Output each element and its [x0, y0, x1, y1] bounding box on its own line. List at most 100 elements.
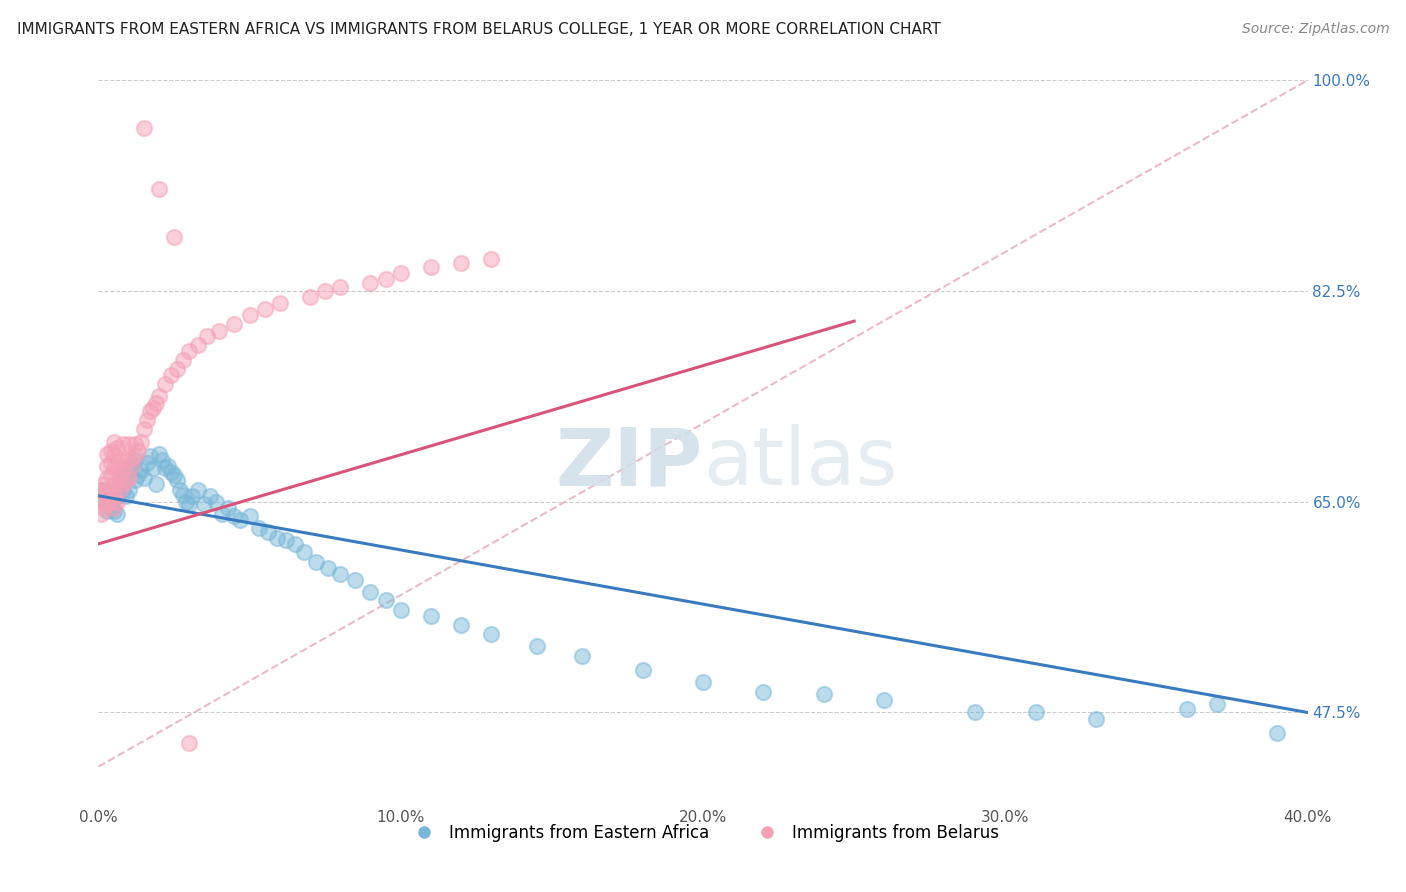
- Point: [187, 483, 209, 497]
- Point: [96, 497, 118, 511]
- Point: [571, 648, 593, 663]
- Point: [172, 352, 194, 367]
- Point: [111, 476, 134, 491]
- Point: [156, 458, 179, 473]
- Point: [139, 404, 162, 418]
- Point: [132, 121, 155, 136]
- Point: [108, 483, 131, 497]
- Point: [1267, 726, 1289, 740]
- Point: [166, 473, 188, 487]
- Point: [108, 452, 131, 467]
- Point: [127, 444, 149, 458]
- Point: [100, 483, 122, 497]
- Point: [90, 483, 112, 497]
- Point: [269, 296, 291, 310]
- Point: [145, 476, 167, 491]
- Text: ZIP: ZIP: [555, 425, 703, 502]
- Text: Source: ZipAtlas.com: Source: ZipAtlas.com: [1241, 22, 1389, 37]
- Point: [93, 494, 115, 508]
- Point: [1085, 712, 1108, 726]
- Point: [148, 389, 170, 403]
- Point: [148, 446, 170, 460]
- Point: [108, 468, 131, 483]
- Point: [129, 434, 152, 449]
- Point: [108, 485, 131, 500]
- Point: [329, 567, 352, 582]
- Point: [631, 664, 654, 678]
- Point: [93, 485, 115, 500]
- Point: [174, 494, 197, 508]
- Point: [420, 609, 443, 624]
- Point: [150, 452, 173, 467]
- Point: [374, 272, 396, 286]
- Point: [114, 452, 136, 467]
- Point: [360, 276, 382, 290]
- Point: [316, 561, 339, 575]
- Point: [217, 500, 239, 515]
- Point: [1024, 706, 1046, 720]
- Point: [111, 483, 134, 497]
- Point: [132, 470, 155, 484]
- Point: [108, 473, 131, 487]
- Point: [172, 487, 194, 501]
- Point: [239, 308, 262, 322]
- Point: [124, 473, 146, 487]
- Point: [90, 494, 112, 508]
- Point: [256, 524, 278, 539]
- Point: [114, 489, 136, 503]
- Point: [103, 476, 125, 491]
- Point: [96, 504, 118, 518]
- Point: [284, 537, 307, 551]
- Point: [266, 531, 288, 545]
- Point: [132, 422, 155, 436]
- Point: [100, 483, 122, 497]
- Point: [111, 468, 134, 483]
- Point: [93, 500, 115, 515]
- Point: [329, 280, 352, 294]
- Text: atlas: atlas: [703, 425, 897, 502]
- Point: [90, 507, 112, 521]
- Point: [139, 449, 162, 463]
- Point: [195, 328, 218, 343]
- Point: [450, 617, 472, 632]
- Point: [145, 396, 167, 410]
- Point: [450, 256, 472, 270]
- Point: [1206, 697, 1229, 711]
- Point: [374, 593, 396, 607]
- Point: [179, 344, 201, 359]
- Point: [100, 456, 122, 470]
- Point: [148, 181, 170, 195]
- Point: [93, 476, 115, 491]
- Point: [299, 290, 322, 304]
- Point: [181, 489, 204, 503]
- Point: [135, 456, 157, 470]
- Point: [481, 252, 503, 266]
- Point: [389, 603, 412, 617]
- Point: [253, 301, 276, 316]
- Point: [135, 413, 157, 427]
- Legend: Immigrants from Eastern Africa, Immigrants from Belarus: Immigrants from Eastern Africa, Immigran…: [401, 817, 1005, 848]
- Point: [124, 437, 146, 451]
- Point: [239, 509, 262, 524]
- Point: [153, 376, 176, 391]
- Point: [1175, 702, 1198, 716]
- Point: [124, 449, 146, 463]
- Point: [96, 470, 118, 484]
- Point: [103, 500, 125, 515]
- Point: [103, 492, 125, 507]
- Point: [118, 470, 141, 484]
- Point: [179, 497, 201, 511]
- Point: [211, 507, 233, 521]
- Point: [100, 494, 122, 508]
- Point: [813, 687, 835, 701]
- Point: [224, 509, 246, 524]
- Point: [103, 504, 125, 518]
- Point: [105, 476, 128, 491]
- Point: [142, 461, 165, 475]
- Point: [526, 639, 548, 653]
- Point: [179, 735, 201, 749]
- Point: [160, 368, 183, 383]
- Point: [873, 693, 896, 707]
- Point: [193, 497, 215, 511]
- Point: [96, 458, 118, 473]
